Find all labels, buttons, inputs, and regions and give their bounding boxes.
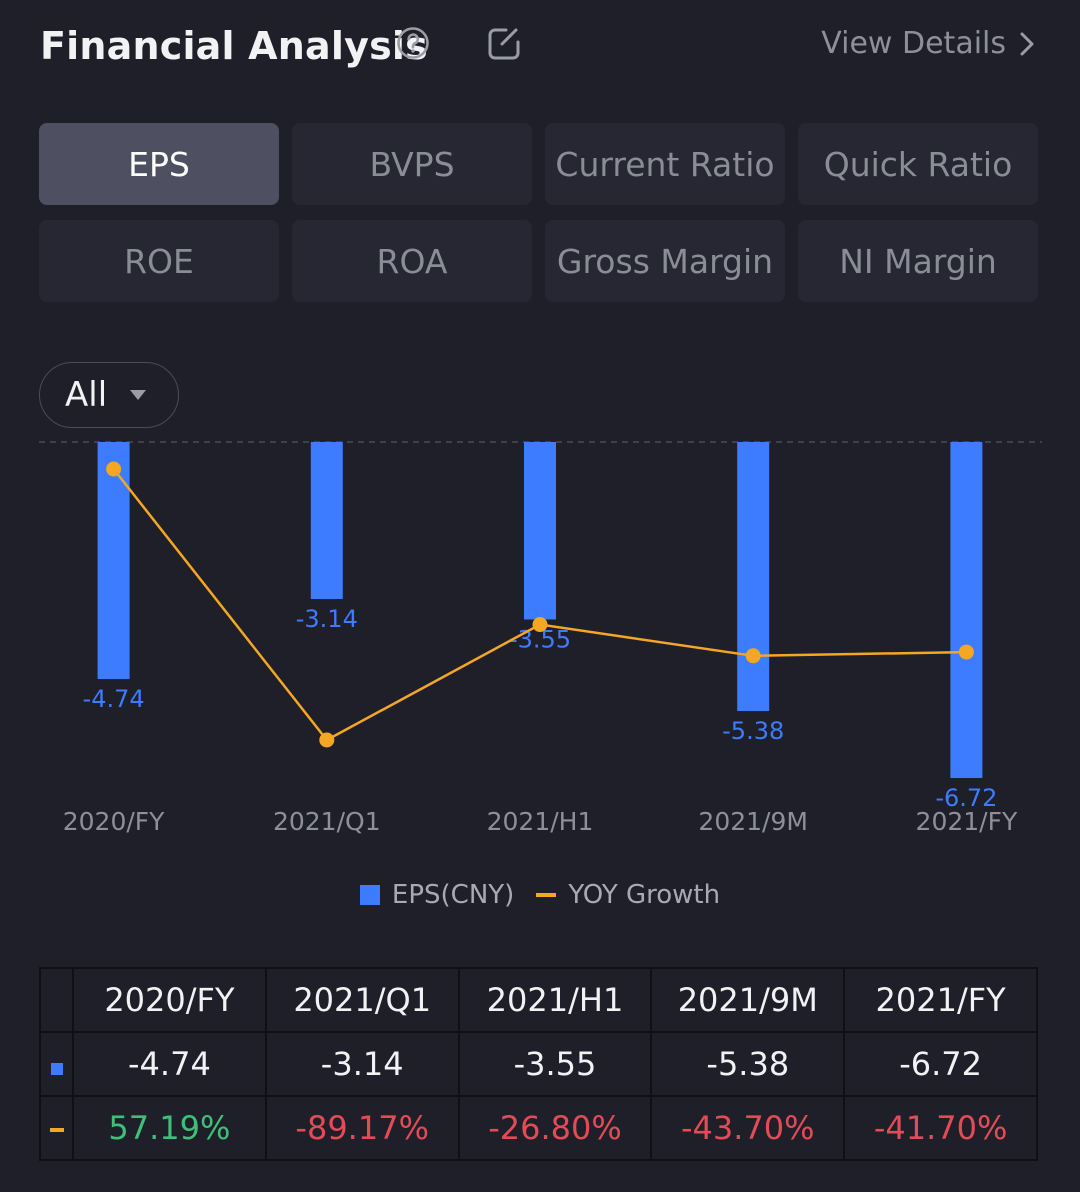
eps-bar	[950, 442, 983, 778]
bar-value-label: -6.72	[935, 784, 997, 812]
x-axis-tick-label: 2021/H1	[487, 807, 594, 836]
x-axis-tick-label: 2021/FY	[916, 807, 1018, 836]
yoy-growth-point	[745, 648, 761, 664]
tab-roa[interactable]: ROA	[292, 220, 532, 302]
x-axis-tick-label: 2020/FY	[63, 807, 165, 836]
chevron-right-icon	[1020, 32, 1034, 55]
table-cell: -3.14	[264, 1031, 460, 1097]
period-dropdown[interactable]: All	[39, 362, 179, 428]
table-header-row: 2020/FY 2021/Q1 2021/H1 2021/9M 2021/FY	[39, 967, 1038, 1033]
legend-item-eps[interactable]: EPS(CNY)	[359, 880, 515, 910]
eps-bar	[97, 442, 130, 679]
table-header-cell: 2021/9M	[650, 967, 846, 1033]
legend-item-yoy[interactable]: YOY Growth	[514, 880, 720, 910]
table-row-yoy: 57.19% -89.17% -26.80% -43.70% -41.70%	[39, 1095, 1038, 1161]
eps-row-indicator	[39, 1031, 74, 1097]
eps-bar	[524, 442, 556, 620]
page-title: Financial Analysis	[40, 24, 428, 68]
view-details-link[interactable]: View Details	[821, 26, 1034, 61]
yoy-growth-point	[958, 644, 974, 660]
table-header-cell: 2021/FY	[843, 967, 1038, 1033]
bar-value-label: -4.74	[83, 685, 145, 713]
legend-yoy-label: YOY Growth	[568, 880, 721, 910]
table-cell: -6.72	[843, 1031, 1038, 1097]
table-corner-cell	[39, 967, 74, 1033]
x-axis-tick-label: 2021/9M	[698, 807, 808, 836]
bar-value-label: -3.14	[296, 605, 358, 633]
caret-down-icon	[130, 390, 146, 400]
table-header-cell: 2021/Q1	[264, 967, 460, 1033]
bar-value-label: -5.38	[722, 717, 784, 745]
table-cell: 57.19%	[72, 1095, 267, 1161]
table-cell: -89.17%	[264, 1095, 460, 1161]
table-cell: -26.80%	[457, 1095, 653, 1161]
table-cell: -5.38	[650, 1031, 846, 1097]
x-axis-tick-label: 2021/Q1	[273, 807, 381, 836]
table-header-cell: 2021/H1	[457, 967, 653, 1033]
table-cell: -41.70%	[843, 1095, 1038, 1161]
period-dropdown-value: All	[65, 375, 108, 415]
tab-ni-margin[interactable]: NI Margin	[798, 220, 1038, 302]
tab-bvps[interactable]: BVPS	[292, 123, 532, 205]
edit-icon[interactable]	[486, 26, 522, 62]
chart-legend: EPS(CNY) YOY Growth	[0, 880, 1080, 910]
help-circle-icon[interactable]	[396, 26, 430, 60]
tab-roe[interactable]: ROE	[39, 220, 279, 302]
table-row-eps: -4.74 -3.14 -3.55 -5.38 -6.72	[39, 1031, 1038, 1097]
yoy-growth-point	[319, 732, 335, 748]
metric-tabs: EPS BVPS Current Ratio Quick Ratio ROE R…	[39, 123, 1039, 302]
yoy-growth-point	[532, 617, 548, 633]
header: Financial Analysis View Details	[40, 22, 1040, 72]
table-cell: -4.74	[72, 1031, 267, 1097]
yoy-growth-point	[106, 461, 122, 477]
legend-line-swatch	[536, 893, 557, 897]
eps-bar	[737, 442, 770, 711]
yoy-row-indicator	[39, 1095, 74, 1161]
tab-eps[interactable]: EPS	[39, 123, 279, 205]
view-details-label: View Details	[821, 26, 1006, 61]
data-table: 2020/FY 2021/Q1 2021/H1 2021/9M 2021/FY …	[39, 967, 1038, 1161]
eps-bar	[310, 442, 343, 599]
legend-eps-label: EPS(CNY)	[391, 880, 515, 910]
line-swatch-icon	[49, 1128, 64, 1132]
tab-current-ratio[interactable]: Current Ratio	[545, 123, 785, 205]
tab-quick-ratio[interactable]: Quick Ratio	[798, 123, 1038, 205]
tab-gross-margin[interactable]: Gross Margin	[545, 220, 785, 302]
table-header-cell: 2020/FY	[72, 967, 267, 1033]
table-cell: -43.70%	[650, 1095, 846, 1161]
legend-bar-swatch	[359, 885, 380, 905]
bar-swatch-icon	[50, 1063, 63, 1075]
table-cell: -3.55	[457, 1031, 653, 1097]
